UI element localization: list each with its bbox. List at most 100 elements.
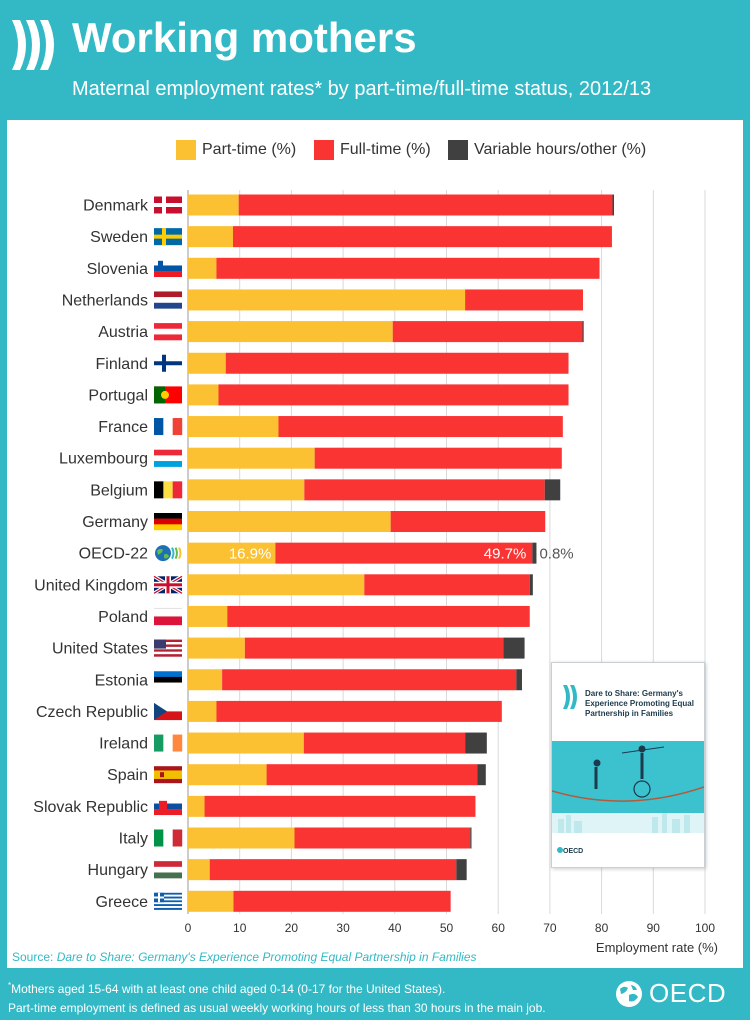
- category-label-hungary: Hungary: [88, 862, 148, 879]
- part-time-bar-slovak-republic: [188, 795, 205, 817]
- full-time-bar-united-states: [244, 637, 504, 659]
- page-subtitle: Maternal employment rates* by part-time/…: [72, 78, 652, 100]
- full-time-bar-united-kingdom: [364, 574, 530, 596]
- category-label-greece: Greece: [96, 894, 149, 911]
- us-flag-icon: [154, 639, 182, 657]
- greece-flag-icon: [154, 892, 182, 910]
- part-time-bar-finland: [188, 352, 226, 374]
- source-prefix: Source:: [12, 950, 57, 964]
- part-time-bar-oecd-22: [188, 542, 276, 564]
- slovakia-flag-icon: [154, 797, 182, 816]
- legend-swatch-variable: [448, 140, 468, 160]
- full-time-bar-poland: [227, 605, 530, 627]
- footnote-marker: *: [8, 981, 12, 990]
- legend-label-full-time: Full-time (%): [340, 141, 431, 158]
- footnotes: *Mothers aged 15-64 with at least one ch…: [8, 976, 546, 1018]
- category-label-czech-republic: Czech Republic: [36, 704, 148, 721]
- full-time-bar-hungary: [209, 859, 457, 881]
- book-cover-image[interactable]: Dare to Share: Germany's Experience Prom…: [551, 662, 705, 868]
- part-time-bar-denmark: [188, 194, 239, 216]
- category-label-spain: Spain: [107, 767, 148, 784]
- header-banner: Working mothers Maternal employment rate…: [0, 0, 750, 120]
- category-label-finland: Finland: [96, 356, 148, 373]
- finland-flag-icon: [154, 354, 182, 372]
- part-time-bar-united-states: [188, 637, 245, 659]
- category-label-united-kingdom: United Kingdom: [34, 577, 148, 594]
- part-time-bar-austria: [188, 321, 393, 343]
- footnote-1-text: Mothers aged 15-64 with at least one chi…: [11, 982, 446, 996]
- part-time-bar-sweden: [188, 226, 233, 248]
- oecd-globe-icon: [616, 980, 642, 1007]
- variable-hours-bar-italy: [470, 827, 472, 849]
- part-time-bar-greece: [188, 890, 234, 912]
- category-label-poland: Poland: [98, 609, 148, 626]
- legend-item-variable: Variable hours/other (%): [448, 140, 646, 160]
- source-title[interactable]: Dare to Share: Germany's Experience Prom…: [56, 950, 477, 964]
- poland-flag-icon: [154, 607, 182, 626]
- legend-item-part-time: Part-time (%): [176, 140, 296, 160]
- category-label-ireland: Ireland: [99, 736, 148, 753]
- book-brand: OECD: [563, 848, 584, 855]
- category-label-belgium: Belgium: [90, 482, 148, 499]
- source-note: Source: Dare to Share: Germany's Experie…: [12, 950, 477, 964]
- full-time-bar-belgium: [304, 479, 545, 501]
- full-time-bar-greece: [233, 890, 451, 912]
- category-label-sweden: Sweden: [90, 229, 148, 246]
- full-time-bar-portugal: [218, 384, 569, 406]
- data-label-part-time: 16.9%: [229, 546, 272, 563]
- x-tick-label: 90: [647, 921, 661, 935]
- legend-swatch-part-time: [176, 140, 196, 160]
- oecd-logo-text: OECD: [649, 978, 727, 1008]
- x-tick-label: 60: [492, 921, 506, 935]
- full-time-bar-slovak-republic: [204, 795, 476, 817]
- variable-hours-bar-estonia: [516, 669, 522, 691]
- variable-hours-bar-hungary: [456, 859, 467, 881]
- x-axis-label: Employment rate (%): [596, 940, 718, 955]
- part-time-bar-italy: [188, 827, 295, 849]
- part-time-bar-portugal: [188, 384, 219, 406]
- category-label-italy: Italy: [119, 831, 148, 848]
- oecd-globe-icon: [155, 545, 182, 562]
- part-time-bar-luxembourg: [188, 447, 315, 469]
- full-time-bar-oecd-22: [275, 542, 533, 564]
- variable-hours-bar-ireland: [465, 732, 487, 754]
- category-label-portugal: Portugal: [88, 387, 148, 404]
- book-illustration: [552, 685, 704, 867]
- full-time-bar-italy: [294, 827, 471, 849]
- oecd-chevrons-icon: [12, 20, 54, 70]
- full-time-bar-finland: [225, 352, 569, 374]
- x-tick-label: 30: [336, 921, 350, 935]
- estonia-flag-icon: [154, 671, 182, 689]
- variable-hours-bar-denmark: [612, 194, 615, 216]
- full-time-bar-luxembourg: [314, 447, 562, 469]
- spain-flag-icon: [154, 766, 182, 784]
- netherlands-flag-icon: [154, 291, 182, 309]
- oecd-logo: OECD: [614, 978, 726, 1009]
- full-time-bar-slovenia: [216, 257, 600, 279]
- x-tick-label: 0: [185, 921, 192, 935]
- x-tick-label: 50: [440, 921, 454, 935]
- category-label-austria: Austria: [98, 324, 148, 341]
- variable-hours-bar-belgium: [544, 479, 561, 501]
- full-time-bar-sweden: [232, 226, 612, 248]
- full-time-bar-france: [278, 416, 563, 438]
- variable-hours-bar-united-states: [503, 637, 525, 659]
- x-tick-label: 40: [388, 921, 402, 935]
- part-time-bar-estonia: [188, 669, 223, 691]
- part-time-bar-hungary: [188, 859, 210, 881]
- category-label-denmark: Denmark: [83, 198, 149, 215]
- footnote-1: *Mothers aged 15-64 with at least one ch…: [8, 976, 546, 999]
- category-label-estonia: Estonia: [95, 672, 148, 689]
- legend-swatch-full-time: [314, 140, 334, 160]
- germany-flag-icon: [154, 513, 182, 531]
- luxembourg-flag-icon: [154, 449, 182, 467]
- full-time-bar-ireland: [303, 732, 466, 754]
- austria-flag-icon: [154, 323, 182, 341]
- part-time-bar-ireland: [188, 732, 304, 754]
- data-label-variable: 0.8%: [539, 546, 573, 563]
- part-time-bar-slovenia: [188, 257, 217, 279]
- legend-label-part-time: Part-time (%): [202, 141, 297, 158]
- footnote-2: Part-time employment is defined as usual…: [8, 1001, 546, 1015]
- category-label-france: France: [98, 419, 148, 436]
